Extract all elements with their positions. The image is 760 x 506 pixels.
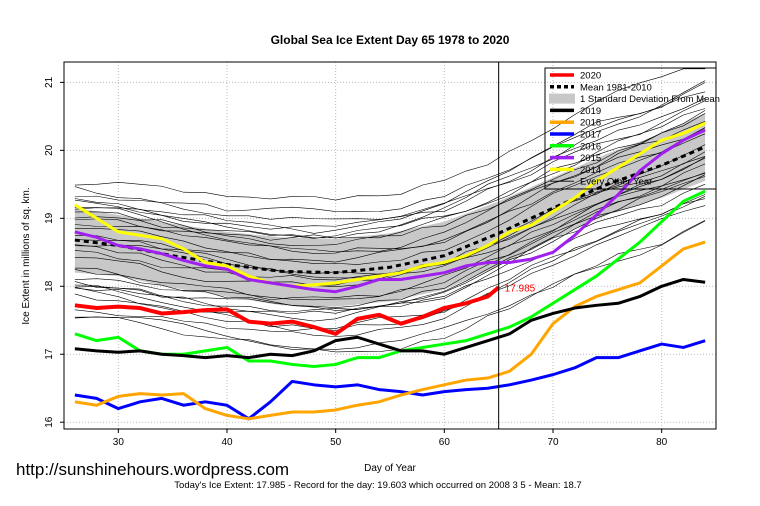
background-year-line: [74, 110, 706, 246]
background-year-line: [74, 82, 706, 213]
x-axis-label: Day of Year: [364, 463, 416, 474]
legend-label: Mean 1981-2010: [580, 82, 652, 93]
background-year-line: [74, 194, 706, 337]
y-tick-label: 19: [44, 212, 55, 224]
legend-label: Every Other Year: [580, 177, 652, 188]
legend-label: 1 Standard Deviation From Mean: [580, 94, 720, 105]
background-year-line: [74, 172, 706, 301]
x-tick-label: 30: [113, 437, 125, 448]
background-year-line: [74, 198, 706, 313]
axes: 30 40 50 60 70 80 16 17 18 19 20 21: [44, 76, 668, 448]
legend-label: 2018: [580, 118, 601, 129]
series-line-2019: [74, 277, 706, 360]
series-lines: [74, 121, 706, 421]
series-line-2020: [74, 285, 500, 336]
legend-label: 2020: [580, 71, 601, 82]
y-tick-label: 20: [44, 144, 55, 156]
y-tick-label: 16: [44, 416, 55, 428]
background-year-line: [74, 127, 706, 265]
x-tick-label: 50: [330, 437, 342, 448]
footer-summary: Today's Ice Extent: 17.985 - Record for …: [174, 480, 581, 491]
background-year-line: [74, 133, 706, 254]
background-year-line: [74, 121, 706, 253]
y-tick-label: 17: [44, 348, 55, 360]
y-axis-label: Ice Extent in millions of sq. km.: [21, 187, 32, 324]
legend-swatch: [549, 93, 575, 104]
x-tick-label: 40: [221, 437, 233, 448]
chart-title: Global Sea Ice Extent Day 65 1978 to 202…: [271, 33, 510, 47]
series-line-2015: [74, 128, 706, 294]
background-year-line: [74, 68, 706, 201]
y-tick-label: 18: [44, 280, 55, 292]
legend-box: [544, 67, 717, 190]
current-value-label: 17.985: [505, 283, 536, 294]
std-dev-band: [74, 112, 706, 307]
legend-label: 2017: [580, 130, 601, 141]
legend-label: 2019: [580, 106, 601, 117]
background-year-line: [74, 91, 706, 234]
plot-frame: [63, 61, 717, 430]
background-year-line: [74, 97, 706, 220]
background-year-line: [74, 156, 706, 286]
watermark-url: http://sunshinehours.wordpress.com: [16, 460, 289, 479]
series-line-2014: [74, 121, 706, 288]
x-tick-label: 80: [656, 437, 668, 448]
background-year-line: [74, 127, 706, 263]
y-tick-label: 21: [44, 76, 55, 88]
x-tick-label: 60: [439, 437, 451, 448]
background-year-line: [74, 113, 706, 239]
series-line-2018: [74, 240, 706, 421]
background-year-line: [74, 80, 706, 241]
x-tick-label: 70: [547, 437, 559, 448]
legend-label: 2016: [580, 141, 601, 152]
std-dev-polygon: [74, 112, 706, 307]
background-year-line: [74, 220, 706, 353]
series-line-2017: [74, 339, 706, 421]
background-year-line: [74, 195, 706, 329]
background-year-line: [74, 219, 706, 350]
legend-label: 2015: [580, 153, 601, 164]
legend-label: 2014: [580, 165, 601, 176]
